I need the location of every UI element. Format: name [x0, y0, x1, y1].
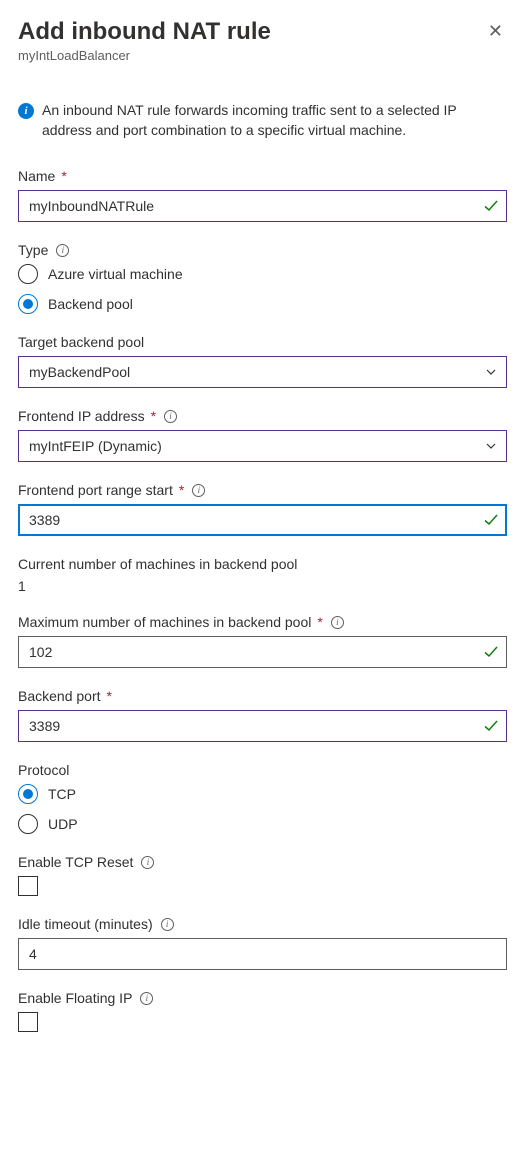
- info-icon: i: [18, 103, 34, 119]
- label-text: Maximum number of machines in backend po…: [18, 614, 311, 630]
- frontend-port-start-input[interactable]: [18, 504, 507, 536]
- help-icon[interactable]: i: [192, 484, 205, 497]
- panel-title: Add inbound NAT rule: [18, 18, 271, 46]
- field-max-machines: Maximum number of machines in backend po…: [18, 614, 507, 668]
- field-name: Name *: [18, 168, 507, 222]
- help-icon[interactable]: i: [140, 992, 153, 1005]
- radio-label: Azure virtual machine: [48, 266, 183, 282]
- label-text: Type: [18, 242, 48, 258]
- target-backend-pool-select[interactable]: myBackendPool: [18, 356, 507, 388]
- field-idle-timeout: Idle timeout (minutes) i: [18, 916, 507, 970]
- field-tcp-reset: Enable TCP Reset i: [18, 854, 507, 896]
- help-icon[interactable]: i: [331, 616, 344, 629]
- field-label: Maximum number of machines in backend po…: [18, 614, 507, 630]
- backend-port-input[interactable]: [18, 710, 507, 742]
- label-text: Enable Floating IP: [18, 990, 132, 1006]
- field-label: Type i: [18, 242, 507, 258]
- field-label: Enable Floating IP i: [18, 990, 507, 1006]
- field-frontend-ip: Frontend IP address * i myIntFEIP (Dynam…: [18, 408, 507, 462]
- field-label: Idle timeout (minutes) i: [18, 916, 507, 932]
- radio-backend-pool[interactable]: Backend pool: [18, 294, 507, 314]
- tcp-reset-checkbox[interactable]: [18, 876, 38, 896]
- panel-header: Add inbound NAT rule ✕: [18, 18, 507, 46]
- label-text: Frontend port range start: [18, 482, 173, 498]
- label-text: Backend port: [18, 688, 101, 704]
- required-indicator: *: [151, 408, 156, 424]
- field-frontend-port-start: Frontend port range start * i: [18, 482, 507, 536]
- radio-icon: [18, 264, 38, 284]
- field-label: Protocol: [18, 762, 507, 778]
- radio-label: Backend pool: [48, 296, 133, 312]
- frontend-ip-select[interactable]: myIntFEIP (Dynamic): [18, 430, 507, 462]
- radio-icon: [18, 784, 38, 804]
- radio-icon: [18, 294, 38, 314]
- field-floating-ip: Enable Floating IP i: [18, 990, 507, 1032]
- panel-subtitle: myIntLoadBalancer: [18, 48, 507, 63]
- field-current-machines: Current number of machines in backend po…: [18, 556, 507, 594]
- radio-icon: [18, 814, 38, 834]
- info-banner: i An inbound NAT rule forwards incoming …: [18, 101, 507, 140]
- radio-udp[interactable]: UDP: [18, 814, 507, 834]
- radio-label: UDP: [48, 816, 78, 832]
- field-type: Type i Azure virtual machine Backend poo…: [18, 242, 507, 314]
- field-label: Backend port *: [18, 688, 507, 704]
- field-label: Frontend port range start * i: [18, 482, 507, 498]
- required-indicator: *: [317, 614, 322, 630]
- name-input[interactable]: [18, 190, 507, 222]
- label-text: Name: [18, 168, 55, 184]
- label-text: Current number of machines in backend po…: [18, 556, 297, 572]
- label-text: Frontend IP address: [18, 408, 145, 424]
- help-icon[interactable]: i: [141, 856, 154, 869]
- required-indicator: *: [61, 168, 66, 184]
- floating-ip-checkbox[interactable]: [18, 1012, 38, 1032]
- label-text: Enable TCP Reset: [18, 854, 133, 870]
- radio-tcp[interactable]: TCP: [18, 784, 507, 804]
- help-icon[interactable]: i: [164, 410, 177, 423]
- field-protocol: Protocol TCP UDP: [18, 762, 507, 834]
- field-label: Target backend pool: [18, 334, 507, 350]
- field-label: Name *: [18, 168, 507, 184]
- radio-label: TCP: [48, 786, 76, 802]
- max-machines-input[interactable]: [18, 636, 507, 668]
- close-icon[interactable]: ✕: [484, 18, 507, 44]
- idle-timeout-input[interactable]: [18, 938, 507, 970]
- help-icon[interactable]: i: [161, 918, 174, 931]
- required-indicator: *: [107, 688, 112, 704]
- field-label: Frontend IP address * i: [18, 408, 507, 424]
- label-text: Idle timeout (minutes): [18, 916, 153, 932]
- label-text: Protocol: [18, 762, 69, 778]
- field-label: Enable TCP Reset i: [18, 854, 507, 870]
- current-machines-value: 1: [18, 578, 507, 594]
- required-indicator: *: [179, 482, 184, 498]
- help-icon[interactable]: i: [56, 244, 69, 257]
- field-target-backend-pool: Target backend pool myBackendPool: [18, 334, 507, 388]
- info-text: An inbound NAT rule forwards incoming tr…: [42, 101, 507, 140]
- field-backend-port: Backend port *: [18, 688, 507, 742]
- radio-azure-vm[interactable]: Azure virtual machine: [18, 264, 507, 284]
- field-label: Current number of machines in backend po…: [18, 556, 507, 572]
- label-text: Target backend pool: [18, 334, 144, 350]
